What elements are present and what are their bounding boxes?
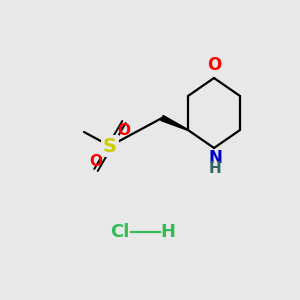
Text: N: N <box>208 149 222 167</box>
Text: O: O <box>89 154 103 169</box>
Text: O: O <box>207 56 221 74</box>
Text: H: H <box>208 161 221 176</box>
Text: H: H <box>160 223 175 241</box>
Polygon shape <box>161 116 188 130</box>
Text: S: S <box>103 136 117 155</box>
Text: Cl: Cl <box>110 223 130 241</box>
Text: O: O <box>118 123 130 138</box>
